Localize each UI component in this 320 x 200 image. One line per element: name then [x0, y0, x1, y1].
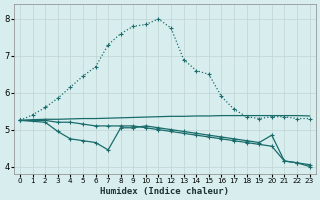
X-axis label: Humidex (Indice chaleur): Humidex (Indice chaleur) — [100, 187, 229, 196]
